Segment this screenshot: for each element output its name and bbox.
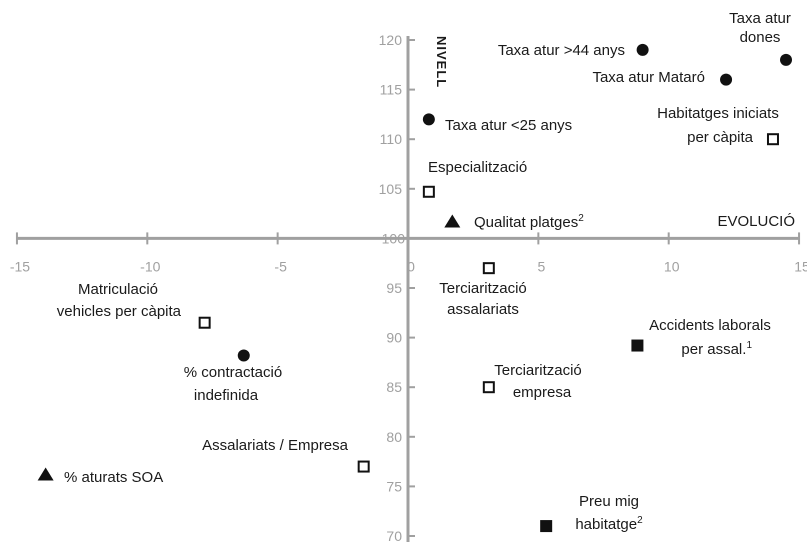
y-tick-label: 100	[382, 230, 406, 246]
point-marker-square-open	[766, 133, 779, 146]
x-tick-label: 10	[664, 258, 680, 274]
y-tick-label: 75	[386, 478, 402, 494]
footnote-marker: 1	[746, 340, 752, 351]
point-label: Taxa atur >44 anys	[498, 42, 625, 59]
y-tick-label: 115	[380, 82, 403, 98]
point-marker-square-open	[482, 262, 495, 275]
point-label: per càpita	[687, 129, 754, 146]
point-label: Habitatges iniciats	[657, 105, 779, 122]
x-tick-label: -5	[274, 258, 287, 274]
point-label: Preu mig	[579, 493, 639, 510]
footnote-marker: 2	[578, 213, 584, 224]
point-labels: Taxa atur dones Taxa atur >44 anys Taxa atu…	[57, 10, 791, 533]
point-label: Assalariats / Empresa	[202, 437, 349, 454]
x-tick-label: -15	[10, 258, 30, 274]
point-label: Matriculació	[78, 281, 158, 298]
point-marker-circle	[237, 349, 250, 362]
point-marker-circle	[636, 43, 649, 56]
y-tick-label: 90	[386, 330, 402, 346]
point-label: % contractació	[184, 364, 282, 381]
y-tick-label: 105	[379, 181, 403, 197]
x-tick-label: -10	[140, 258, 160, 274]
point-marker-circle	[720, 73, 733, 86]
point-label: per assal.1	[681, 340, 752, 358]
point-label: empresa	[513, 384, 572, 401]
x-tick-label: 0	[407, 258, 415, 274]
point-label: Accidents laborals	[649, 317, 771, 334]
data-points	[37, 43, 793, 533]
point-marker-square-filled	[540, 520, 553, 533]
point-label: vehicles per càpita	[57, 303, 182, 320]
point-label: Taxa atur	[729, 10, 791, 27]
point-marker-square-filled	[631, 339, 644, 352]
point-label: Qualitat platges2	[474, 213, 584, 231]
y-tick-label: 85	[386, 379, 402, 395]
x-tick-label: 15	[794, 258, 807, 274]
point-marker-triangle	[444, 214, 461, 228]
y-axis-title: NIVELL	[434, 36, 449, 88]
y-axis-title-group: NIVELL	[434, 36, 449, 88]
point-label: % aturats SOA	[64, 469, 163, 486]
point-label: Taxa atur <25 anys	[445, 117, 572, 134]
point-marker-circle	[780, 53, 793, 66]
ticks: -15 -10 -5 0 5 10 1570758085909510010511011512…	[10, 32, 807, 542]
point-marker-square-open	[422, 185, 435, 198]
y-tick-label: 70	[386, 528, 402, 542]
point-label: indefinida	[194, 387, 259, 404]
point-label: Terciarització	[439, 280, 527, 297]
point-marker-square-open	[482, 381, 495, 394]
point-label: Terciarització	[494, 362, 582, 379]
y-tick-label: 120	[379, 32, 403, 48]
point-marker-square-open	[198, 316, 211, 329]
footnote-marker: 2	[637, 515, 643, 526]
y-tick-label: 80	[386, 429, 402, 445]
point-label: Especialització	[428, 159, 527, 176]
point-marker-square-open	[357, 460, 370, 473]
x-axis-title: EVOLUCIÓ	[717, 213, 795, 230]
point-label: assalariats	[447, 301, 519, 318]
point-marker-triangle	[37, 467, 54, 481]
x-tick-label: 5	[537, 258, 545, 274]
y-tick-label: 95	[386, 280, 402, 296]
point-label: habitatge2	[575, 515, 643, 533]
point-label: dones	[740, 29, 781, 46]
y-tick-label: 110	[380, 131, 403, 147]
point-label: Taxa atur Mataró	[592, 69, 705, 86]
point-marker-circle	[422, 113, 435, 126]
